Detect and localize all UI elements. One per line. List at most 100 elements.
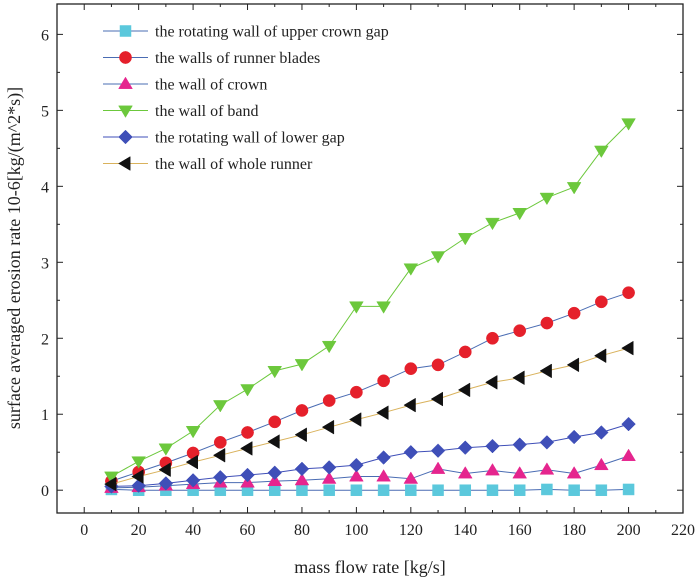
data-point xyxy=(539,435,555,450)
data-point xyxy=(594,425,609,440)
data-point xyxy=(241,426,254,439)
data-point xyxy=(104,476,117,492)
data-point xyxy=(539,192,555,206)
data-point xyxy=(376,450,391,465)
data-point xyxy=(294,461,310,477)
data-point xyxy=(405,484,417,496)
legend-label: the rotating wall of lower gap xyxy=(155,130,345,147)
data-point xyxy=(185,454,199,470)
x-tick-label: 180 xyxy=(562,522,586,539)
data-point xyxy=(512,207,528,221)
series-2 xyxy=(105,286,635,488)
data-point xyxy=(349,412,362,427)
data-point xyxy=(485,438,500,454)
data-point xyxy=(593,348,607,364)
legend-item-3: the wall of crown xyxy=(103,77,267,94)
legend-marker xyxy=(118,76,133,89)
data-point xyxy=(485,217,500,231)
data-point xyxy=(377,374,390,388)
data-point xyxy=(212,447,226,463)
data-point xyxy=(403,397,416,413)
data-point xyxy=(295,404,309,417)
data-point xyxy=(158,443,174,456)
legend-marker xyxy=(119,51,132,64)
data-point xyxy=(376,405,389,421)
y-tick-label: 3 xyxy=(41,255,49,272)
data-point xyxy=(432,484,444,496)
data-point xyxy=(403,471,419,484)
data-point xyxy=(131,469,144,484)
data-point xyxy=(566,466,582,479)
data-point xyxy=(350,484,363,496)
legend-marker xyxy=(118,105,133,118)
data-point xyxy=(430,251,446,264)
data-point xyxy=(566,429,582,445)
data-point xyxy=(404,362,418,376)
data-point xyxy=(595,484,608,496)
legend-item-6: the wall of whole runner xyxy=(103,156,313,173)
data-point xyxy=(568,484,580,496)
y-tick-label: 1 xyxy=(41,407,49,424)
axes-layer: 0 20 40 60 80 100 120 140 160 180 200 220 0 1 2 3 4 5 6 xyxy=(41,4,695,539)
data-point xyxy=(622,483,635,496)
data-point xyxy=(403,263,419,276)
data-point xyxy=(486,484,499,496)
data-point xyxy=(621,416,636,432)
data-point xyxy=(158,462,171,478)
data-point xyxy=(267,434,280,449)
y-tick-label: 6 xyxy=(41,27,49,44)
x-tick-label: 220 xyxy=(671,522,695,539)
data-point xyxy=(131,456,146,469)
legend-item-1: the rotating wall of upper crown gap xyxy=(103,24,389,41)
series-1 xyxy=(105,483,635,496)
data-point xyxy=(267,366,283,379)
legend-marker xyxy=(118,129,133,145)
data-point xyxy=(594,457,609,471)
legend-label: the wall of whole runner xyxy=(155,156,313,173)
data-point xyxy=(322,394,336,407)
data-point xyxy=(376,301,391,314)
x-tick-label: 0 xyxy=(80,522,88,539)
data-point xyxy=(158,476,174,491)
legend-marker xyxy=(118,156,131,171)
data-point xyxy=(458,440,473,455)
data-point xyxy=(403,444,419,460)
y-tick-label: 4 xyxy=(41,179,49,196)
data-point xyxy=(213,435,227,449)
y-tick-label: 0 xyxy=(41,483,49,500)
data-point xyxy=(485,463,500,476)
data-point xyxy=(294,359,310,372)
plot-frame xyxy=(56,3,684,514)
legend-item-2: the walls of runner blades xyxy=(103,50,320,67)
data-point xyxy=(567,306,581,320)
series-5 xyxy=(104,416,636,494)
data-point xyxy=(240,441,253,456)
data-point xyxy=(457,466,473,479)
x-tick-label: 200 xyxy=(617,522,641,539)
series-6 xyxy=(104,340,634,492)
data-point xyxy=(321,340,337,354)
data-point xyxy=(513,484,526,496)
data-point xyxy=(485,375,498,390)
series-layer xyxy=(104,118,636,496)
data-point xyxy=(457,382,471,398)
data-point xyxy=(430,461,446,474)
legend-label: the walls of runner blades xyxy=(155,50,320,67)
x-tick-label: 100 xyxy=(344,522,368,539)
data-point xyxy=(513,324,527,338)
data-point xyxy=(458,345,472,359)
legend-item-4: the wall of band xyxy=(103,103,259,120)
data-point xyxy=(431,358,445,372)
data-point xyxy=(185,473,201,488)
legend-label: the wall of band xyxy=(155,103,259,120)
legend-label: the wall of crown xyxy=(155,77,267,94)
data-point xyxy=(594,295,608,309)
data-point xyxy=(566,182,582,195)
legend-marker xyxy=(119,25,132,37)
data-point xyxy=(594,145,609,158)
data-point xyxy=(240,384,255,397)
x-tick-label: 40 xyxy=(185,522,201,539)
data-point xyxy=(566,357,580,373)
x-tick-label: 20 xyxy=(131,522,147,539)
